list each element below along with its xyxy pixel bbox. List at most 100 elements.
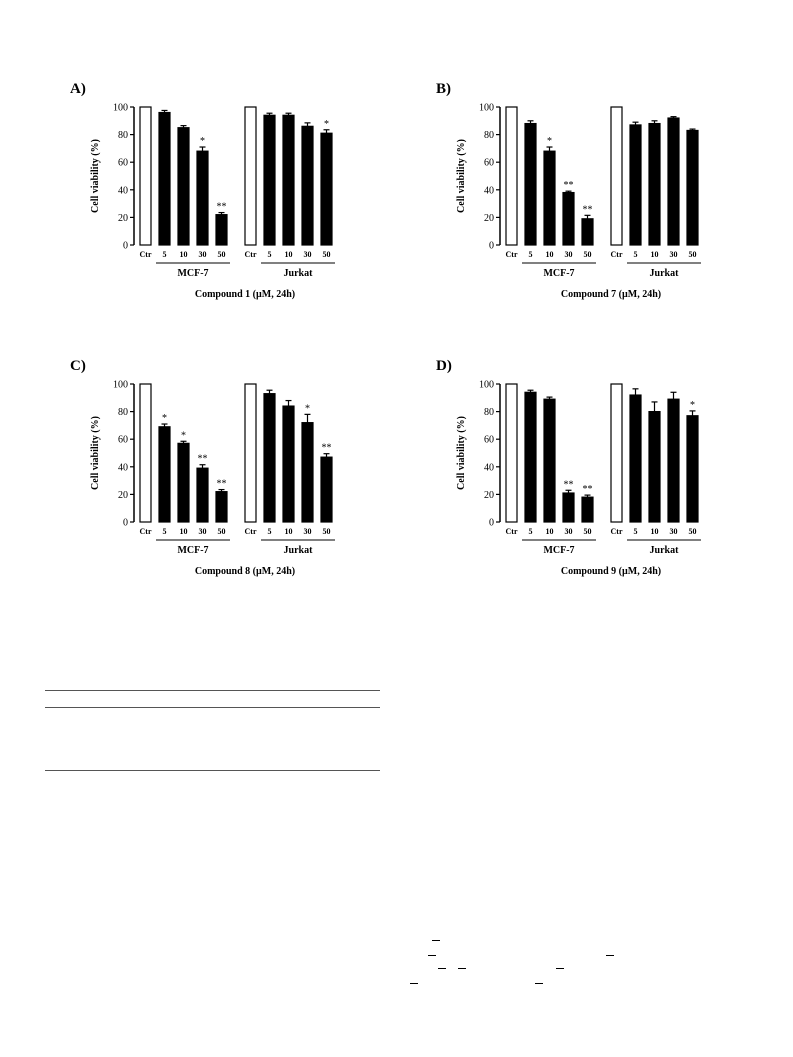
bar <box>301 125 314 246</box>
y-axis-label: Cell viability (%) <box>90 416 101 490</box>
significance-mark: * <box>547 136 552 147</box>
chart-svg-b: B) 0 20 40 60 80 100 Cell viability (%) Ctr 5 * 10 *… <box>436 81 701 300</box>
y-tick-label: 0 <box>123 518 128 529</box>
x-tick-label: 5 <box>163 527 167 536</box>
x-tick-label: 10 <box>285 527 293 536</box>
x-tick-label: Ctr <box>140 250 152 259</box>
x-tick-label: 50 <box>584 527 592 536</box>
bar <box>215 491 228 523</box>
chart-panel-c: C) 0 20 40 60 80 100 Cell viability (%) Ctr * 5 * 10… <box>70 352 400 592</box>
significance-mark: ** <box>322 443 332 454</box>
x-tick-label: Ctr <box>245 250 257 259</box>
y-tick-label: 40 <box>118 462 128 473</box>
bar <box>177 442 190 523</box>
x-tick-label: 5 <box>268 250 272 259</box>
x-tick-label: Ctr <box>506 250 518 259</box>
bar <box>158 111 171 246</box>
x-tick-label: 5 <box>529 250 533 259</box>
y-axis-label: Cell viability (%) <box>456 416 467 490</box>
y-axis-label: Cell viability (%) <box>456 139 467 213</box>
x-tick-label: Ctr <box>140 527 152 536</box>
group-label: Jurkat <box>650 545 680 556</box>
stray-mark <box>432 940 440 941</box>
group-label: MCF-7 <box>177 545 208 556</box>
y-tick-label: 40 <box>118 185 128 196</box>
stray-mark <box>556 968 564 969</box>
y-tick-label: 0 <box>489 241 494 252</box>
bar <box>581 218 594 246</box>
bar <box>196 467 209 523</box>
y-tick-label: 100 <box>479 380 494 391</box>
x-tick-label: 10 <box>546 250 554 259</box>
bar <box>301 422 314 523</box>
bar <box>139 383 152 523</box>
x-tick-label: 50 <box>584 250 592 259</box>
x-axis-label: Compound 1 (µM, 24h) <box>195 289 295 300</box>
y-tick-label: 0 <box>489 518 494 529</box>
y-tick-label: 80 <box>118 130 128 141</box>
bar <box>543 150 556 246</box>
x-tick-label: 30 <box>565 250 573 259</box>
x-tick-label: 10 <box>651 527 659 536</box>
significance-mark: ** <box>217 202 227 213</box>
y-tick-label: 20 <box>118 213 128 224</box>
x-tick-label: 10 <box>651 250 659 259</box>
bar <box>610 383 623 523</box>
bar <box>282 114 295 246</box>
significance-mark: ** <box>564 180 574 191</box>
bar <box>263 114 276 246</box>
y-tick-label: 0 <box>123 241 128 252</box>
bar <box>263 393 276 523</box>
x-tick-label: 5 <box>163 250 167 259</box>
x-tick-label: 10 <box>546 527 554 536</box>
bar <box>215 214 228 246</box>
bar <box>686 129 699 246</box>
bar <box>177 127 190 246</box>
bar <box>610 106 623 246</box>
x-tick-label: 50 <box>218 250 226 259</box>
x-tick-label: 5 <box>268 527 272 536</box>
significance-mark: * <box>324 119 329 130</box>
x-tick-label: 50 <box>689 527 697 536</box>
table-header-rule <box>45 707 380 708</box>
x-tick-label: Ctr <box>611 527 623 536</box>
group-label: MCF-7 <box>543 545 574 556</box>
x-tick-label: 50 <box>218 527 226 536</box>
bar <box>505 383 518 523</box>
significance-mark: ** <box>198 454 208 465</box>
y-tick-label: 100 <box>479 103 494 114</box>
significance-mark: ** <box>564 479 574 490</box>
chart-svg-c: C) 0 20 40 60 80 100 Cell viability (%) Ctr * 5 * 10… <box>70 358 335 577</box>
x-tick-label: 30 <box>199 527 207 536</box>
significance-mark: * <box>690 400 695 411</box>
y-tick-label: 20 <box>484 490 494 501</box>
y-tick-label: 40 <box>484 462 494 473</box>
chart-svg-a: A) 0 20 40 60 80 100 Cell viability (%) Ctr 5 10 * 3… <box>70 81 335 300</box>
x-tick-label: 10 <box>180 250 188 259</box>
bar <box>158 426 171 523</box>
group-label: Jurkat <box>284 545 314 556</box>
group-label: MCF-7 <box>177 268 208 279</box>
x-tick-label: Ctr <box>506 527 518 536</box>
group-label: MCF-7 <box>543 268 574 279</box>
y-tick-label: 60 <box>484 158 494 169</box>
bar <box>562 492 575 523</box>
x-tick-label: 10 <box>180 527 188 536</box>
bar <box>244 106 257 246</box>
bar <box>524 122 537 246</box>
x-axis-label: Compound 8 (µM, 24h) <box>195 566 295 577</box>
bar <box>320 456 333 523</box>
table-top-rule <box>45 690 380 691</box>
panel-label: D) <box>436 358 452 374</box>
bar <box>524 391 537 523</box>
bar <box>196 150 209 246</box>
significance-mark: * <box>305 403 310 414</box>
y-tick-label: 100 <box>113 103 128 114</box>
bar <box>648 122 661 246</box>
bar <box>629 394 642 523</box>
stray-mark <box>458 968 466 969</box>
chart-panel-d: D) 0 20 40 60 80 100 Cell viability (%) Ctr 5 10 **… <box>436 352 766 592</box>
bar <box>562 191 575 246</box>
y-tick-label: 60 <box>118 435 128 446</box>
y-tick-label: 20 <box>118 490 128 501</box>
